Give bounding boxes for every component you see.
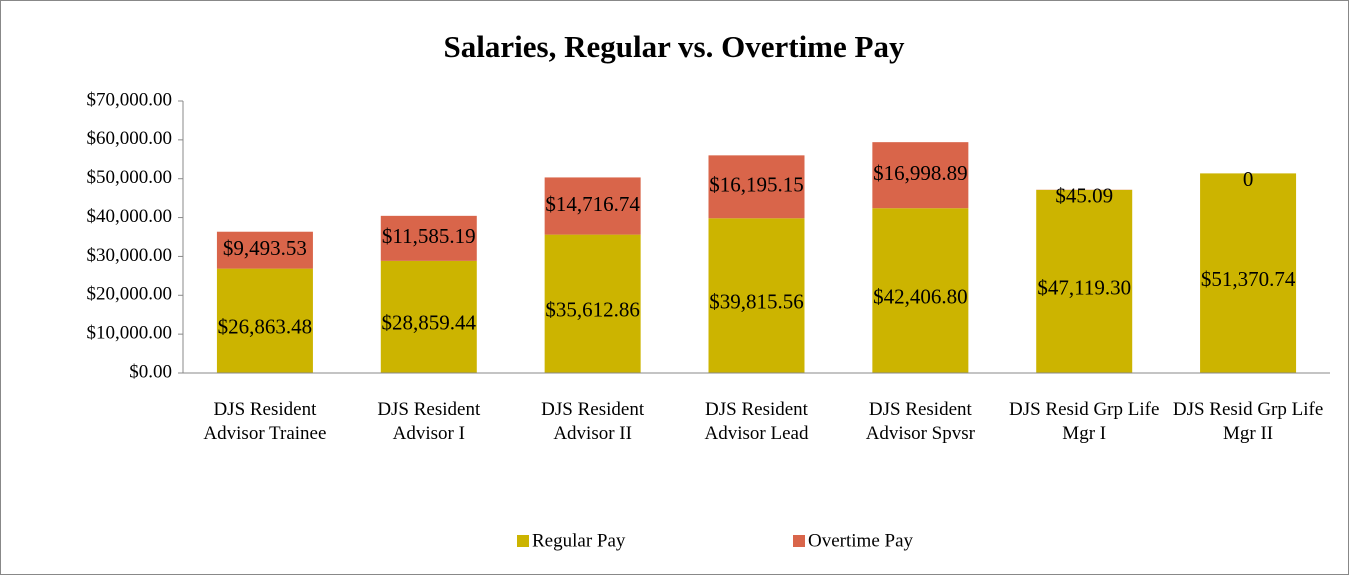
data-label: $28,859.44 <box>382 311 477 335</box>
legend-label: Overtime Pay <box>808 530 914 551</box>
data-label: $16,998.89 <box>873 161 968 185</box>
data-label: $14,716.74 <box>545 192 640 216</box>
data-label: 0 <box>1243 167 1254 191</box>
bar-segment <box>872 142 969 209</box>
y-tick-label: $60,000.00 <box>87 128 173 149</box>
data-label: $11,585.19 <box>382 224 476 248</box>
bar-segment <box>544 234 641 373</box>
bar-segment <box>380 215 477 261</box>
bar-segment <box>872 208 969 373</box>
bar-segment <box>216 268 313 373</box>
bar-segment <box>216 231 313 269</box>
x-tick-label: DJS Resident Advisor Lead <box>704 399 809 444</box>
bar-segment <box>380 260 477 373</box>
bar-segment <box>708 155 805 219</box>
x-tick-label: DJS Resident Advisor Spvsr <box>865 399 975 444</box>
x-tick-label: DJS Resident Advisor II <box>541 399 645 444</box>
legend-swatch <box>517 535 529 547</box>
y-tick-label: $10,000.00 <box>87 323 173 344</box>
data-label: $45.09 <box>1055 184 1113 208</box>
x-tick-label: DJS Resid Grp Life Mgr II <box>1172 399 1324 444</box>
x-tick-label: DJS Resid Grp Life Mgr I <box>1009 399 1160 444</box>
bar-segment <box>1036 189 1133 373</box>
data-label: $26,863.48 <box>218 315 313 339</box>
chart-title: Salaries, Regular vs. Overtime Pay <box>444 29 905 64</box>
bar-segment <box>544 177 641 235</box>
data-label: $35,612.86 <box>545 298 640 322</box>
legend-swatch <box>793 535 805 547</box>
data-label: $39,815.56 <box>709 289 804 313</box>
data-label: $16,195.15 <box>709 173 804 197</box>
data-label: $47,119.30 <box>1037 275 1131 299</box>
y-tick-label: $50,000.00 <box>87 167 173 188</box>
data-label: $51,370.74 <box>1201 267 1296 291</box>
y-tick-label: $40,000.00 <box>87 206 173 227</box>
x-tick-label: DJS Resident Advisor Trainee <box>203 399 327 444</box>
data-label: $42,406.80 <box>873 284 968 308</box>
y-tick-label: $0.00 <box>129 361 172 382</box>
bar-segment <box>708 218 805 373</box>
legend-label: Regular Pay <box>532 530 626 551</box>
data-label: $9,493.53 <box>223 236 307 260</box>
y-tick-label: $20,000.00 <box>87 284 173 305</box>
x-tick-label: DJS Resident Advisor I <box>377 399 481 444</box>
y-tick-label: $30,000.00 <box>87 245 173 266</box>
y-tick-label: $70,000.00 <box>87 89 173 110</box>
bar-segment <box>1200 173 1297 373</box>
